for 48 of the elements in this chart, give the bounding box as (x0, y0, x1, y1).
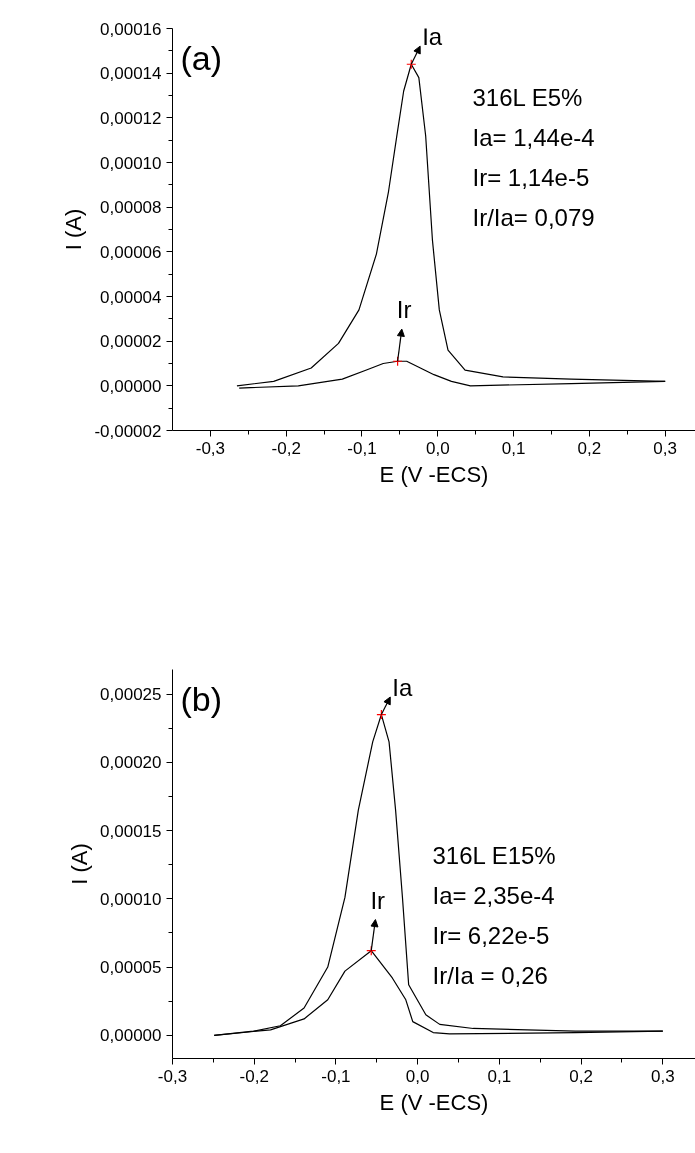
y-tick-label: 0,00010 (100, 153, 162, 173)
x-tick-label: -0,2 (271, 438, 301, 458)
y-axis-title: I (A) (61, 208, 87, 251)
annotation: Ir (396, 296, 412, 324)
y-tick-label: 0,00000 (100, 1026, 162, 1046)
annotation: Ir (370, 886, 386, 914)
y-tick-label: 0,00015 (100, 821, 162, 841)
x-tick-label: 0,2 (569, 1066, 593, 1086)
y-tick-label: 0,00014 (100, 64, 162, 84)
y-tick-label: 0,00005 (100, 958, 162, 978)
annotation: Ia= 1,44e-4 (472, 123, 595, 151)
x-tick-label: 0,0 (425, 438, 450, 458)
x-tick-label: -0,3 (195, 438, 226, 458)
y-tick-label: 0,00020 (100, 753, 162, 773)
x-tick-label: 0,0 (405, 1066, 430, 1086)
y-tick-label: 0,00025 (100, 685, 162, 705)
y-tick-label: 0,00006 (100, 242, 162, 262)
y-tick-label: 0,00016 (100, 19, 162, 39)
annotation: 316L E15% (432, 841, 556, 869)
x-tick-label: -0,3 (157, 1066, 188, 1086)
x-tick-label: 0,1 (501, 438, 526, 458)
x-axis-title: E (V -ECS) (379, 1089, 489, 1115)
y-tick-label: 0,00000 (100, 376, 162, 396)
x-tick-label: 0,3 (651, 1066, 675, 1086)
y-tick-label: 0,00010 (100, 889, 162, 909)
annotation: Ia (422, 23, 443, 51)
y-tick-label: 0,00008 (100, 198, 162, 218)
x-tick-label: 0,2 (577, 438, 602, 458)
annotation: (b) (180, 679, 223, 718)
annotation: Ir/Ia= 0,079 (472, 203, 595, 231)
annotation: Ia= 2,35e-4 (432, 881, 555, 909)
y-tick-label: 0,00002 (100, 332, 162, 352)
y-axis-title: I (A) (67, 843, 93, 885)
x-tick-label: -0,2 (239, 1066, 269, 1086)
annotation: Ir/Ia = 0,26 (432, 961, 548, 989)
y-tick-label: 0,00012 (100, 108, 162, 128)
annotation: 316L E5% (472, 83, 583, 111)
x-tick-label: 0,1 (487, 1066, 512, 1086)
y-tick-label: 0,00004 (100, 287, 162, 307)
annotation: Ia (392, 674, 413, 702)
annotation: Ir= 6,22e-5 (432, 921, 550, 949)
y-tick-label: -0,00002 (94, 421, 162, 441)
x-axis-title: E (V -ECS) (379, 461, 489, 487)
x-tick-label: 0,3 (653, 438, 678, 458)
annotation: (a) (180, 38, 223, 77)
x-tick-label: -0,1 (321, 1066, 351, 1086)
x-tick-label: -0,1 (347, 438, 377, 458)
annotation: Ir= 1,14e-5 (472, 163, 590, 191)
